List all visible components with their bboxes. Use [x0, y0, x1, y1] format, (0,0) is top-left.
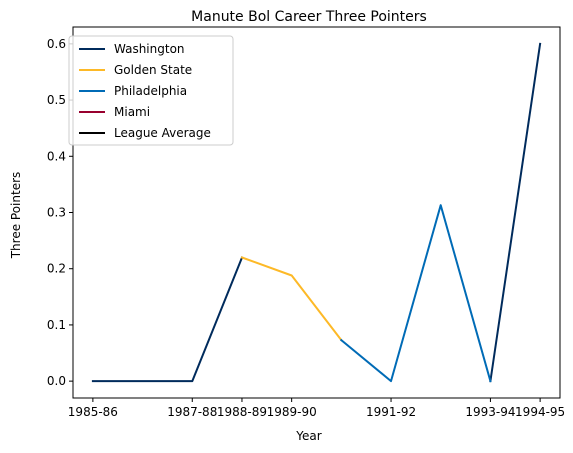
y-tick-label: 0.5 [47, 93, 66, 107]
x-axis-label: Year [295, 429, 321, 443]
series-line-philadelphia-3 [339, 204, 492, 383]
y-axis-ticks: 0.0 0.1 0.2 0.3 0.4 0.5 0.6 [47, 37, 73, 388]
y-tick-label: 0.1 [47, 318, 66, 332]
x-axis-ticks: 1985-86 1987-88 1988-89 1989-90 1991-92 1993-… [68, 398, 565, 419]
x-tick-label: 1993-94 [465, 405, 515, 419]
y-tick-label: 0.6 [47, 37, 66, 51]
series-line-golden-state-2 [240, 256, 343, 342]
x-tick-label: 1988-89 [217, 405, 267, 419]
legend: Washington Golden State Philadelphia Miami L… [68, 35, 234, 146]
series-line-washington-0 [91, 256, 244, 383]
x-tick-label: 1991-92 [366, 405, 416, 419]
legend-label-golden-state: Golden State [114, 63, 192, 77]
y-tick-label: 0.3 [47, 206, 66, 220]
series-layer [91, 42, 542, 383]
x-tick-label: 1989-90 [267, 405, 317, 419]
x-tick-label: 1985-86 [68, 405, 118, 419]
y-tick-label: 0.0 [47, 374, 66, 388]
legend-label-philadelphia: Philadelphia [114, 84, 187, 98]
legend-frame [68, 35, 234, 146]
y-tick-label: 0.4 [47, 149, 66, 163]
y-tick-label: 0.2 [47, 262, 66, 276]
chart-title: Manute Bol Career Three Pointers [191, 9, 427, 25]
legend-label-washington: Washington [114, 42, 185, 56]
x-tick-label: 1987-88 [167, 405, 217, 419]
legend-label-miami: Miami [114, 105, 150, 119]
x-tick-label: 1994-95 [515, 405, 565, 419]
y-axis-label: Three Pointers [9, 172, 23, 260]
series-line-washington-1 [489, 42, 542, 383]
legend-label-league-average: League Average [114, 126, 211, 140]
